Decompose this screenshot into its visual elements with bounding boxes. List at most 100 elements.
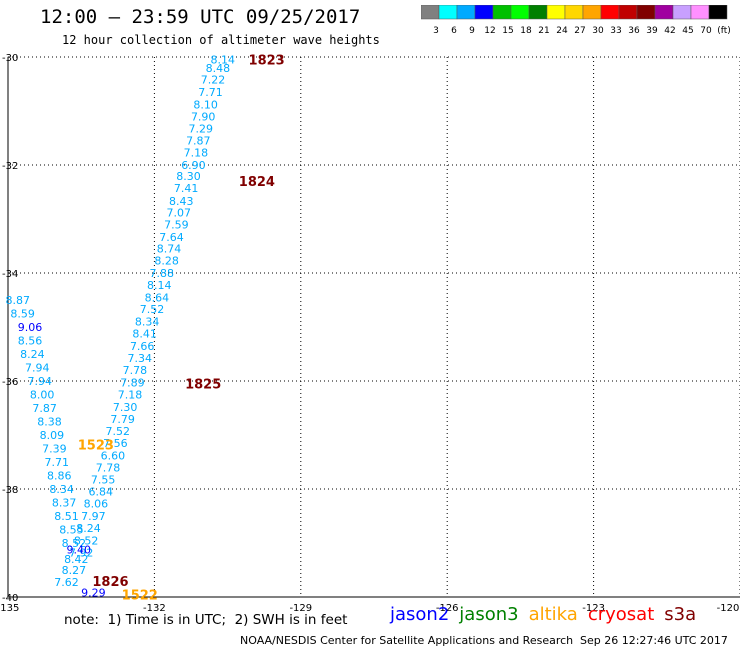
wave-height-label: 7.94 [25, 362, 50, 375]
wave-height-label: 7.92 [69, 547, 94, 560]
wave-height-label: 7.71 [45, 456, 70, 469]
footer-credit: NOAA/NESDIS Center for Satellite Applica… [240, 634, 574, 647]
wave-height-label: 8.64 [145, 291, 170, 304]
wave-height-label: 8.00 [30, 389, 55, 402]
colorbar-label: 3 [433, 26, 439, 35]
wave-height-label: 8.41 [132, 327, 157, 340]
legend-item-jason3: jason3 [459, 604, 519, 625]
colorbar-label: 15 [502, 26, 513, 35]
wave-height-label: 7.79 [110, 413, 135, 426]
footer-note: note: 1) Time is in UTC; 2) SWH is in fe… [64, 612, 348, 628]
wave-height-label: 7.59 [164, 218, 189, 231]
pass-time-label: 1523 [78, 439, 114, 454]
wave-height-label: 6.90 [181, 159, 206, 172]
wave-height-label: 8.24 [76, 522, 101, 535]
y-tick-label: -38 [2, 485, 18, 496]
wave-height-label: 7.94 [27, 375, 52, 388]
colorbar-label: 33 [610, 26, 621, 35]
wave-height-label: 7.89 [120, 377, 145, 390]
colorbar-label: 9 [469, 26, 475, 35]
legend-item-s3a: s3a [664, 604, 697, 625]
pass-time-label: 1825 [185, 378, 221, 393]
colorbar-label: 70 [700, 26, 712, 35]
colorbar-label: 45 [682, 26, 693, 35]
footer-timestamp: Sep 26 12:27:46 UTC 2017 [580, 634, 728, 647]
wave-height-label: 7.71 [198, 86, 223, 99]
colorbar-label: 27 [574, 26, 585, 35]
pass-time-label: 1522 [122, 588, 158, 603]
y-tick-label: -32 [2, 161, 18, 172]
wave-height-label: 8.24 [20, 348, 45, 361]
wave-height-label: 9.06 [18, 321, 43, 334]
colorbar-label: 36 [628, 26, 640, 35]
y-tick-label: -34 [2, 269, 18, 280]
wave-height-label: 6.60 [101, 450, 126, 463]
wave-height-label: 8.38 [37, 416, 62, 429]
colorbar-label: 21 [538, 26, 549, 35]
wave-height-label: 8.10 [193, 99, 218, 112]
x-tick-label: -135 [0, 603, 19, 614]
pass-time-label: 1823 [249, 54, 285, 69]
wave-height-label: 7.30 [113, 401, 138, 414]
wave-height-label: 7.78 [96, 461, 121, 474]
wave-height-label: 8.59 [10, 308, 35, 321]
wave-height-label: 8.06 [84, 498, 109, 511]
wave-height-label: 7.90 [191, 110, 216, 123]
legend-item-altika: altika [528, 604, 578, 625]
legend-item-cryosat: cryosat [587, 604, 655, 625]
wave-height-label: 8.86 [47, 470, 72, 483]
wave-height-label: 8.14 [210, 54, 235, 67]
colorbar-label: 24 [556, 26, 568, 35]
wave-height-label: 7.34 [128, 352, 153, 365]
wave-height-label: 7.18 [118, 389, 143, 402]
pass-time-label: 1824 [239, 175, 275, 190]
x-tick-label: -126 [436, 603, 459, 614]
wave-height-label: 7.22 [201, 74, 226, 87]
wave-height-label: 8.37 [52, 497, 77, 510]
chart-title: 12:00 — 23:59 UTC 09/25/2017 [40, 6, 361, 28]
wave-height-label: 7.52 [106, 425, 131, 438]
satellite-legend: jason2 jason3 altika cryosat s3a [390, 604, 706, 625]
colorbar-label: 6 [451, 26, 457, 35]
wave-height-label: 8.34 [135, 316, 160, 329]
wave-height-label: 7.97 [81, 510, 106, 523]
wave-height-label: 7.64 [159, 231, 184, 244]
wave-height-label: 7.18 [184, 147, 209, 160]
wave-height-label: 8.74 [157, 243, 182, 256]
wave-height-label: 8.34 [49, 483, 74, 496]
wave-height-label: 7.87 [32, 402, 57, 415]
wave-height-label: 8.52 [74, 534, 99, 547]
wave-height-label: 7.66 [130, 340, 155, 353]
pass-time-label: 1826 [92, 575, 128, 590]
colorbar-label: 18 [520, 26, 532, 35]
wave-height-label: 8.30 [176, 170, 201, 183]
chart-subtitle: 12 hour collection of altimeter wave hei… [62, 33, 380, 47]
wave-height-label: 7.07 [167, 207, 192, 220]
wave-height-label: 8.09 [40, 429, 65, 442]
wave-height-label: 8.28 [154, 255, 179, 268]
colorbar-label: 12 [484, 26, 495, 35]
y-tick-label: -36 [2, 377, 18, 388]
wave-height-label: 8.56 [18, 335, 43, 348]
wave-height-label: 8.87 [6, 294, 31, 307]
wave-height-label: 7.52 [140, 303, 165, 316]
wave-height-label: 7.39 [42, 443, 67, 456]
wave-height-label: 7.55 [91, 473, 116, 486]
wave-height-label: 7.56 [103, 437, 128, 450]
wave-height-label: 7.88 [149, 267, 174, 280]
x-tick-label: -132 [143, 603, 166, 614]
wave-height-label: 8.55 [59, 524, 84, 537]
y-tick-label: -40 [2, 593, 18, 604]
wave-height-label: 9.40 [67, 543, 92, 556]
wave-height-label: 8.48 [206, 62, 231, 75]
x-tick-label: -129 [289, 603, 312, 614]
wave-height-label: 7.29 [189, 122, 214, 135]
color-scale-bar: 3 6 9 12 15 18 21 24 27 30 33 36 39 42 45 70 (ft) [421, 5, 731, 35]
wave-height-label: 8.14 [147, 279, 172, 292]
wave-height-label: 7.78 [123, 364, 148, 377]
wave-height-label: 8.27 [62, 564, 87, 577]
colorbar-label: (ft) [717, 26, 731, 35]
y-tick-label: -30 [2, 53, 18, 64]
wave-height-label: 8.51 [54, 510, 79, 523]
